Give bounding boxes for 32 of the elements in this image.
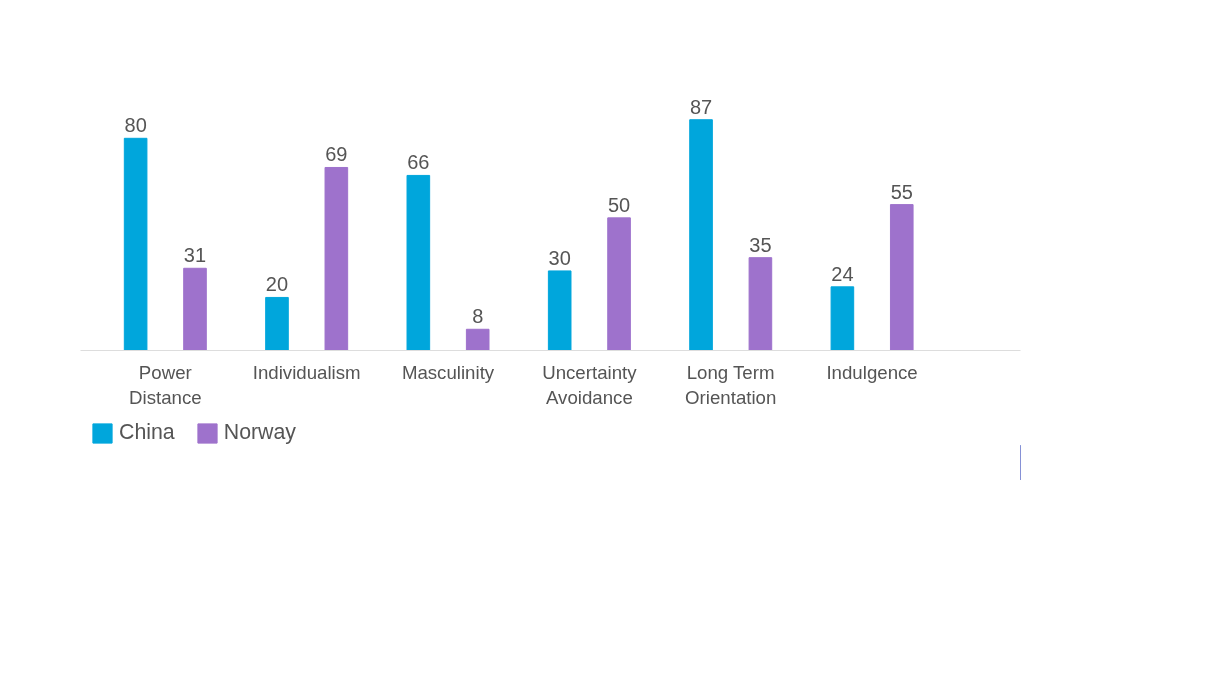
- data-label: 8: [472, 305, 484, 328]
- bar: [547, 270, 572, 351]
- bar: [406, 174, 431, 351]
- bar: [465, 328, 490, 351]
- x-tick-label: Power Distance: [129, 361, 202, 408]
- data-label: 35: [749, 233, 772, 256]
- data-label: 30: [548, 246, 571, 269]
- x-tick-label: Indulgence: [826, 361, 918, 383]
- x-tick-label: Long Term Orientation: [685, 361, 777, 408]
- legend-label: China: [119, 420, 175, 445]
- bar: [889, 204, 914, 351]
- data-label: 55: [890, 180, 913, 203]
- data-label: 66: [407, 151, 430, 174]
- data-label: 24: [831, 262, 854, 285]
- data-label: 87: [689, 95, 713, 118]
- x-tick-label: Individualism: [252, 361, 361, 383]
- bar: [689, 119, 713, 351]
- bar: [265, 296, 289, 351]
- bar: [183, 267, 207, 351]
- data-label: 31: [183, 244, 207, 267]
- data-label: 80: [124, 114, 147, 137]
- bar: [748, 257, 773, 351]
- bar: [607, 217, 631, 351]
- data-label: 50: [607, 193, 631, 216]
- bar: [324, 166, 349, 351]
- bar: [830, 286, 855, 351]
- x-tick-label: Masculinity: [401, 361, 495, 383]
- x-tick-label: Uncertainty Avoidance: [542, 361, 638, 408]
- data-label: 69: [325, 143, 348, 166]
- legend-label: Norway: [223, 420, 297, 445]
- bar: [123, 137, 148, 351]
- data-label: 20: [265, 273, 289, 296]
